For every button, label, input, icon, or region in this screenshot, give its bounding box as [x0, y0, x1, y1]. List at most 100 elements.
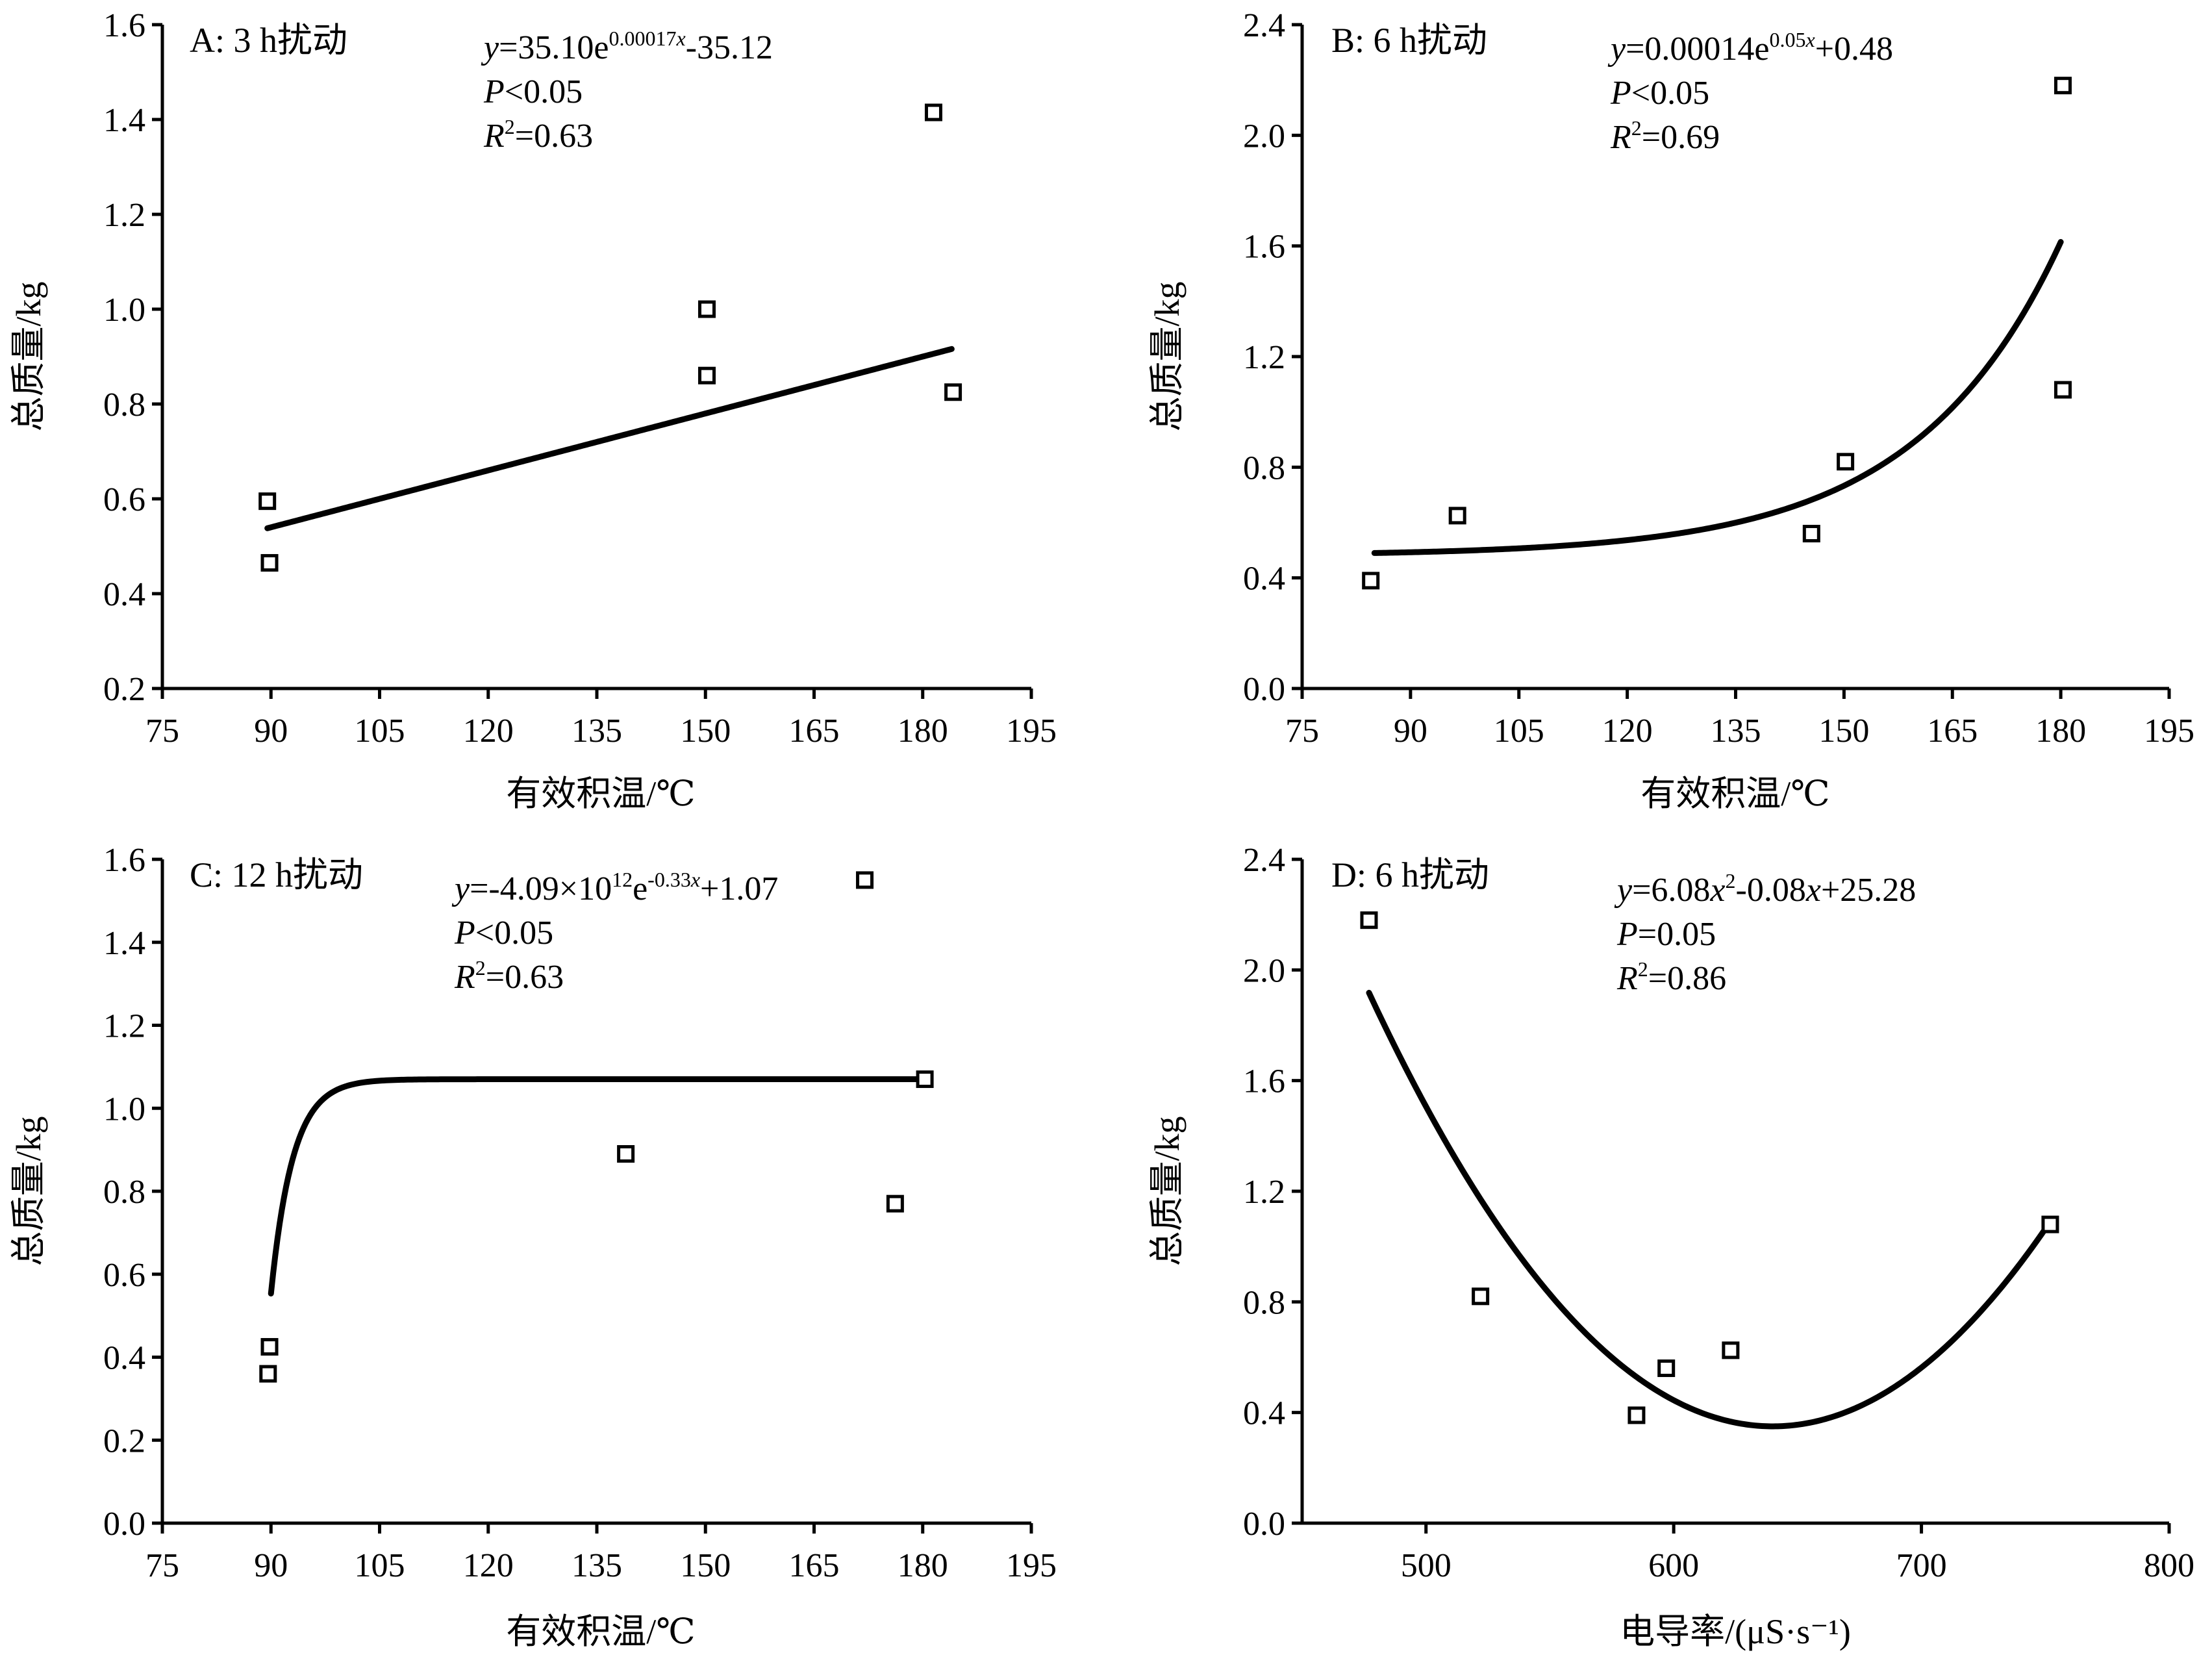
panel-label: B: 6 h扰动 [1331, 21, 1487, 60]
panel-4: 0.0 0.4 0.8 1.2 1.6 2.0 2.4 500 600 700 800 电导率/(μS… [1148, 842, 2194, 1651]
x-tick-label: 150 [680, 713, 731, 750]
x-tick-label: 195 [1006, 713, 1057, 750]
y-axis-label: 总质量/kg [1148, 1116, 1187, 1266]
data-point [924, 103, 942, 121]
data-point [1802, 525, 1820, 543]
data-point [856, 871, 874, 889]
x-tick-label: 135 [572, 1547, 622, 1584]
y-axis-label: 总质量/kg [9, 281, 48, 431]
y-tick-label: 2.0 [1243, 118, 1285, 155]
data-point [1472, 1287, 1490, 1306]
equation-line: P<0.05 [454, 915, 553, 952]
data-point [260, 1338, 279, 1356]
data-point [1837, 453, 1855, 471]
y-tick-label: 0.4 [1243, 1395, 1285, 1432]
x-tick-label: 180 [898, 713, 948, 750]
x-axis-label: 电导率/(μS·s⁻¹) [1620, 1612, 1851, 1651]
x-tick-label: 75 [145, 1547, 179, 1584]
panel-1: 0.2 0.4 0.6 0.8 1.0 1.2 1.4 1.6 75 90 105 120 135 150… [9, 7, 1057, 813]
x-tick-label: 135 [1711, 713, 1761, 750]
y-tick-label: 0.6 [103, 1257, 145, 1294]
panel-label: C: 12 h扰动 [190, 855, 363, 894]
panel-label: D: 6 h扰动 [1331, 855, 1489, 894]
y-tick-label: 1.6 [1243, 229, 1285, 266]
y-tick-label: 1.6 [103, 842, 145, 879]
x-tick-label: 120 [463, 1547, 514, 1584]
equation-line: y=6.08x2-0.08x+25.28 [1614, 869, 1916, 909]
y-tick-label: 1.4 [103, 102, 145, 139]
data-point [2054, 381, 2072, 399]
equation-line: P<0.05 [483, 73, 583, 110]
x-tick-label: 75 [145, 713, 179, 750]
x-tick-label: 180 [2035, 713, 2086, 750]
fit-curve [1366, 989, 2054, 1430]
x-tick-label: 195 [1006, 1547, 1057, 1584]
x-tick-label: 180 [898, 1547, 948, 1584]
data-point [1722, 1341, 1740, 1359]
y-tick-label: 1.4 [103, 925, 145, 962]
y-tick-label: 0.4 [103, 1340, 145, 1377]
y-tick-label: 1.6 [1243, 1063, 1285, 1100]
data-point [1628, 1406, 1646, 1424]
x-tick-label: 500 [1401, 1547, 1452, 1584]
x-tick-label: 195 [2144, 713, 2194, 750]
y-tick-label: 0.6 [103, 481, 145, 518]
y-tick-label: 0.0 [103, 1506, 145, 1543]
x-tick-label: 105 [355, 713, 405, 750]
x-axis-label: 有效积温/℃ [506, 774, 695, 813]
y-tick-label: 0.4 [1243, 561, 1285, 598]
y-tick-label: 0.8 [103, 386, 145, 423]
panel-2: 0.0 0.4 0.8 1.2 1.6 2.0 2.4 75 90 105 120 135 150 165… [1148, 7, 2194, 813]
y-tick-label: 0.0 [1243, 671, 1285, 708]
fit-curve [1371, 239, 2064, 556]
y-axis-label: 总质量/kg [9, 1116, 48, 1266]
equation-line: P<0.05 [1610, 75, 1709, 112]
x-axis-label: 有效积温/℃ [1640, 774, 1829, 813]
y-tick-label: 2.0 [1243, 952, 1285, 989]
y-tick-label: 1.2 [1243, 339, 1285, 376]
data-point [944, 383, 962, 401]
y-tick-label: 0.0 [1243, 1506, 1285, 1543]
data-point [1448, 507, 1466, 525]
y-tick-label: 0.8 [1243, 449, 1285, 486]
data-point [916, 1070, 934, 1089]
equation-line: R2=0.63 [483, 115, 593, 155]
data-point [698, 300, 716, 318]
x-tick-label: 75 [1285, 713, 1319, 750]
x-tick-label: 165 [789, 713, 840, 750]
x-tick-label: 700 [1896, 1547, 1947, 1584]
x-tick-label: 800 [2144, 1547, 2194, 1584]
data-point [260, 554, 279, 572]
x-tick-label: 105 [1494, 713, 1544, 750]
equation-line: P=0.05 [1616, 916, 1716, 953]
equation-line: y=0.00014e0.05x+0.48 [1607, 28, 1893, 68]
x-tick-label: 150 [1818, 713, 1869, 750]
y-tick-label: 1.2 [1243, 1174, 1285, 1211]
fit-curve [268, 1076, 926, 1297]
fit-curve [264, 346, 955, 531]
y-tick-label: 0.2 [103, 671, 145, 708]
equation-line: y=35.10e0.00017x-35.12 [481, 27, 773, 66]
x-tick-label: 105 [355, 1547, 405, 1584]
x-tick-label: 600 [1648, 1547, 1699, 1584]
y-tick-label: 0.8 [103, 1174, 145, 1211]
equation-line: R2=0.86 [1616, 957, 1726, 997]
data-point [1657, 1359, 1676, 1378]
x-tick-label: 165 [1927, 713, 1978, 750]
y-tick-label: 1.0 [103, 1091, 145, 1128]
y-tick-label: 1.0 [103, 292, 145, 329]
data-point [617, 1145, 635, 1163]
data-point [2041, 1215, 2059, 1233]
y-tick-label: 0.4 [103, 576, 145, 613]
panel-label: A: 3 h扰动 [190, 21, 347, 60]
data-point [1362, 572, 1380, 590]
x-tick-label: 120 [1602, 713, 1653, 750]
y-tick-label: 2.4 [1243, 7, 1285, 44]
y-tick-label: 1.6 [103, 7, 145, 44]
x-tick-label: 90 [1394, 713, 1427, 750]
equation-line: R2=0.63 [454, 956, 564, 996]
data-point [1360, 911, 1378, 929]
x-tick-label: 165 [789, 1547, 840, 1584]
x-tick-label: 90 [254, 713, 288, 750]
